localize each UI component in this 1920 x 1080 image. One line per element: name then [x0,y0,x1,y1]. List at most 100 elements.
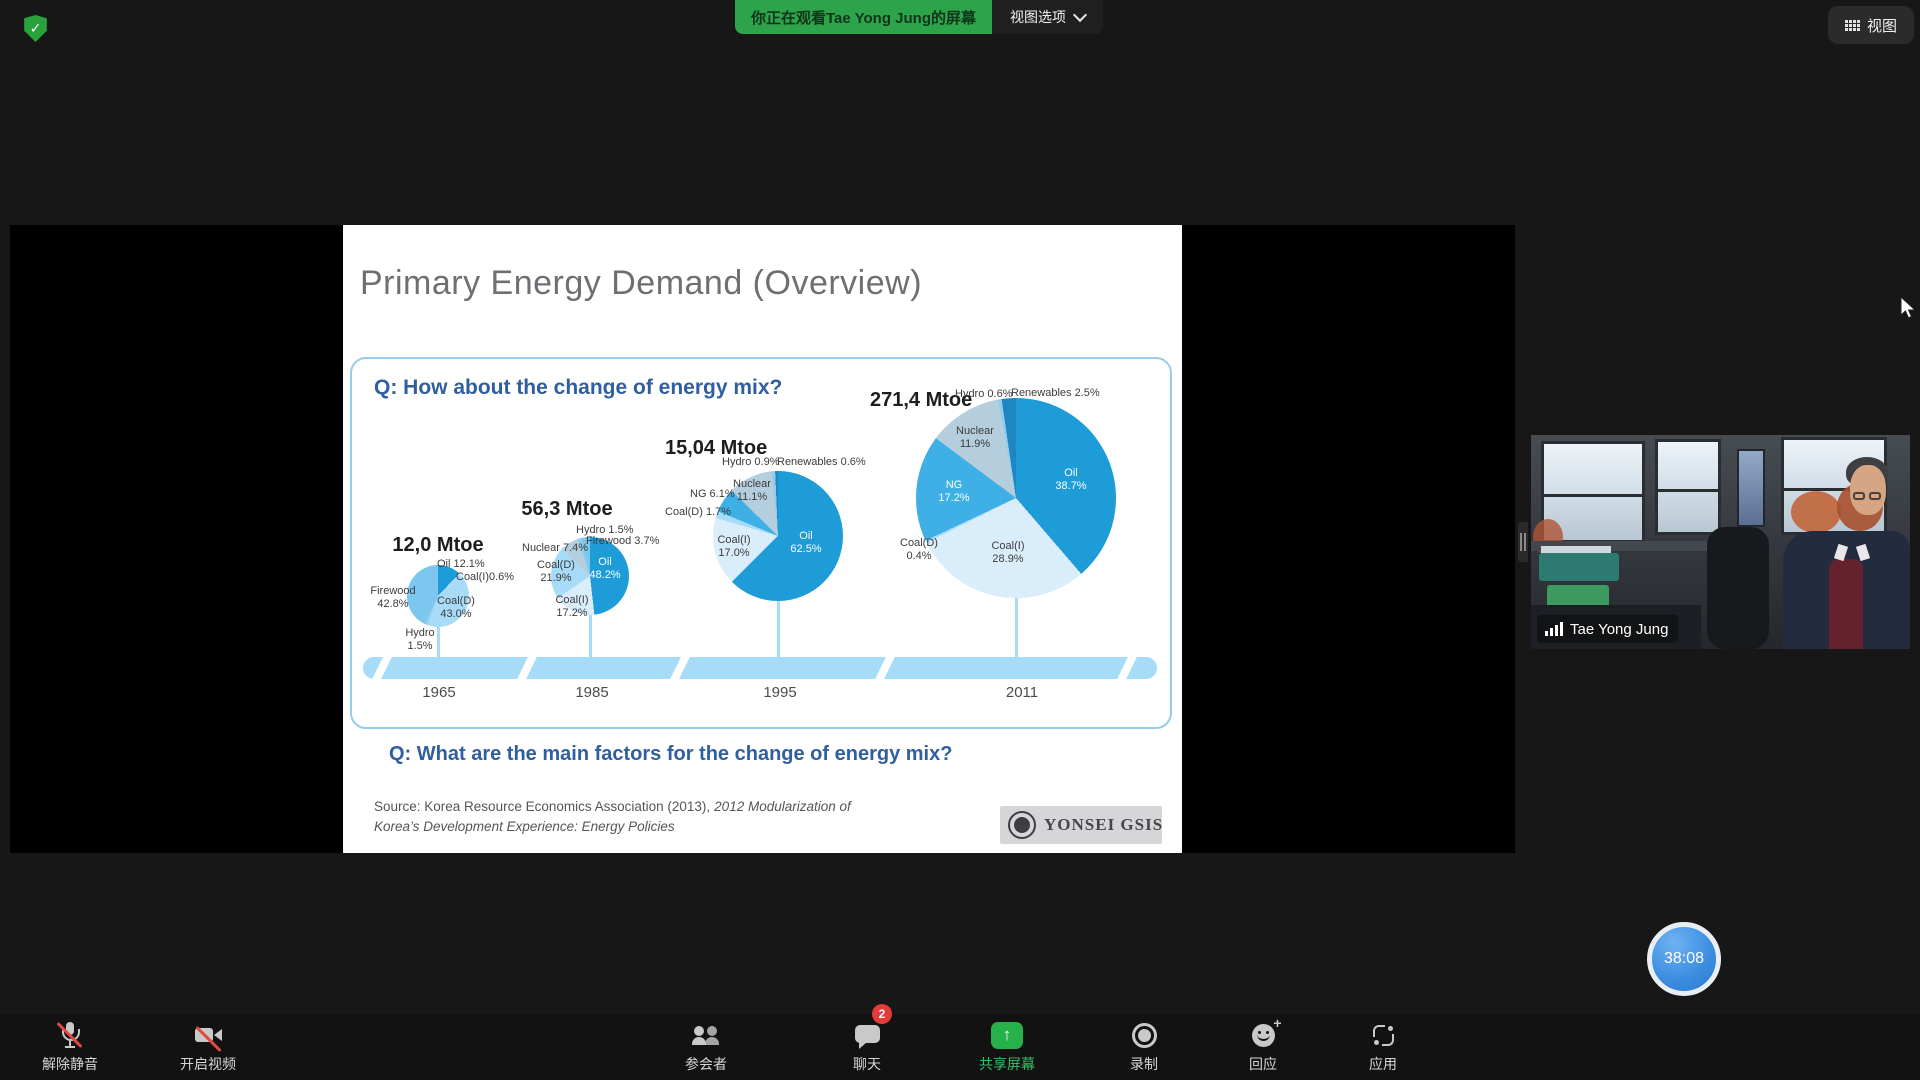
timeline-year-1985: 1985 [575,684,609,701]
timeline-gap [874,657,896,679]
pie-slice-label: Firewood 42.8% [370,585,416,610]
record-label: 录制 [1130,1056,1158,1072]
grid-view-icon [1844,19,1860,31]
chat-button[interactable]: 聊天 [807,1014,927,1080]
pie-slice-label: Coal(D) 43.0% [437,595,475,620]
pie-slice-label: Firewood 3.7% [586,535,660,547]
pie-slice-label: Hydro 1.5% [576,524,634,536]
pie-slice-label: Coal(I) 17.2% [555,594,589,619]
unmute-label: 解除静音 [42,1056,98,1072]
pie-slice-label: Coal(D) 1.7% [665,506,732,518]
pie-slice-label: Hydro 0.9% [722,456,780,468]
university-emblem-icon [1008,811,1036,839]
microphone-muted-icon [56,1021,83,1049]
participants-button[interactable]: 参会者 [646,1014,766,1080]
slide-title: Primary Energy Demand (Overview) [360,264,923,302]
timeline-gap [1116,657,1138,679]
pie-slice-label: Oil 38.7% [1055,467,1087,492]
apps-label: 应用 [1369,1056,1397,1072]
pie-total-label: 56,3 Mtoe [521,498,613,520]
view-options-dropdown[interactable]: 视图选项 [992,0,1104,34]
panel-resize-handle[interactable] [1518,522,1528,562]
record-button[interactable]: 录制 [1084,1014,1204,1080]
window-sill [1531,541,1763,551]
check-icon: ✓ [29,20,42,36]
pie-total-label: 12,0 Mtoe [392,534,484,556]
arrow-up-icon: ↑ [1002,1025,1012,1044]
camera-off-icon [194,1025,222,1052]
timeline-gap [371,657,393,679]
timer-value: 38:08 [1663,950,1705,967]
window-shape [1655,439,1721,535]
plus-icon: + [1273,1014,1282,1031]
pie-slice-label: Coal(I) 17.0% [717,534,751,559]
pie-total-label: 15,04 Mtoe [665,437,768,459]
timeline-year-2011: 2011 [1005,684,1039,701]
participants-label: 参会者 [685,1056,727,1072]
screen-watching-banner: 你正在观看Tae Yong Jung的屏幕 视图选项 [735,0,1104,34]
meeting-timer[interactable]: 38:08 [1647,922,1721,996]
pie-slice-label: NG 17.2% [938,479,970,504]
watching-banner-text: 你正在观看Tae Yong Jung的屏幕 [735,0,993,34]
timeline-year-1965: 1965 [422,684,456,701]
pie-slice-label: NG 6.1% [690,488,735,500]
chat-unread-badge: 2 [872,1004,892,1024]
timeline-year-1995: 1995 [763,684,797,701]
security-shield-icon[interactable]: ✓ [24,15,47,42]
apps-icon [1372,1024,1394,1046]
share-screen-button[interactable]: ↑ 共享屏幕 [947,1014,1067,1080]
pie-slice-label: Nuclear 11.1% [733,478,771,503]
pie-slice-label: Oil 48.2% [589,556,621,581]
autumn-foliage [1791,491,1841,533]
source-title-part2: Korea’s Development Experience: Energy P… [374,818,675,834]
wall-artwork [1737,449,1765,527]
pie-slice-label: Hydro 0.6% [955,388,1013,400]
pie-1985 [551,537,629,615]
timeline-gap [516,657,538,679]
view-button-label: 视图 [1866,17,1897,35]
question-1: Q: How about the change of energy mix? [374,376,783,399]
pie-slice-label: Nuclear 11.9% [956,425,994,450]
pie-slice-label: Nuclear 7.4% [522,542,589,554]
pie-total-label: 271,4 Mtoe [870,389,973,411]
reactions-label: 回应 [1249,1056,1277,1072]
share-screen-label: 共享屏幕 [979,1056,1035,1072]
yonsei-gsis-logo: YONSEI GSIS [1000,806,1162,844]
signal-strength-icon [1545,622,1563,636]
share-screen-icon: ↑ [991,1021,1023,1049]
participant-name: Tae Yong Jung [1570,620,1669,638]
mouse-cursor [1900,297,1917,319]
view-options-label: 视图选项 [1010,9,1067,25]
participant-video-tile[interactable]: Tae Yong Jung [1531,435,1910,649]
chevron-down-icon [1072,7,1088,22]
pie-slice-label: Coal(I) 28.9% [991,540,1025,565]
pie-stem [588,614,592,658]
reactions-button[interactable]: + 回应 [1203,1014,1323,1080]
unmute-button[interactable]: 解除静音 [10,1014,130,1080]
pie-stem [1014,597,1018,658]
pie-slice-label: Coal(D) 0.4% [900,537,938,562]
pie-1965 [407,565,469,627]
pie-stem [436,626,440,658]
timeline-gap [669,657,691,679]
pie-slice-label: Renewables 2.5% [1011,387,1100,399]
timeline-band [363,657,1157,679]
desk-papers [1541,546,1611,554]
participants-icon [691,1022,721,1048]
question-2: Q: What are the main factors for the cha… [389,743,953,765]
logo-text: YONSEI GSIS [1044,815,1164,834]
chat-icon [854,1023,880,1049]
pie-slice-label: Renewables 0.6% [777,456,866,468]
pie-2011 [916,398,1116,598]
pie-slice-label: Coal(D) 21.9% [537,559,575,584]
start-video-button[interactable]: 开启视频 [148,1014,268,1080]
view-button[interactable]: 视图 [1828,6,1914,44]
apps-button[interactable]: 应用 [1323,1014,1443,1080]
watching-banner-label: 你正在观看Tae Yong Jung的屏幕 [751,9,977,27]
pie-slice-label: Oil 62.5% [790,530,822,555]
chart-box-outline [350,357,1172,729]
record-icon [1131,1022,1157,1048]
pie-1995 [713,471,843,601]
desk-tray [1547,585,1609,607]
